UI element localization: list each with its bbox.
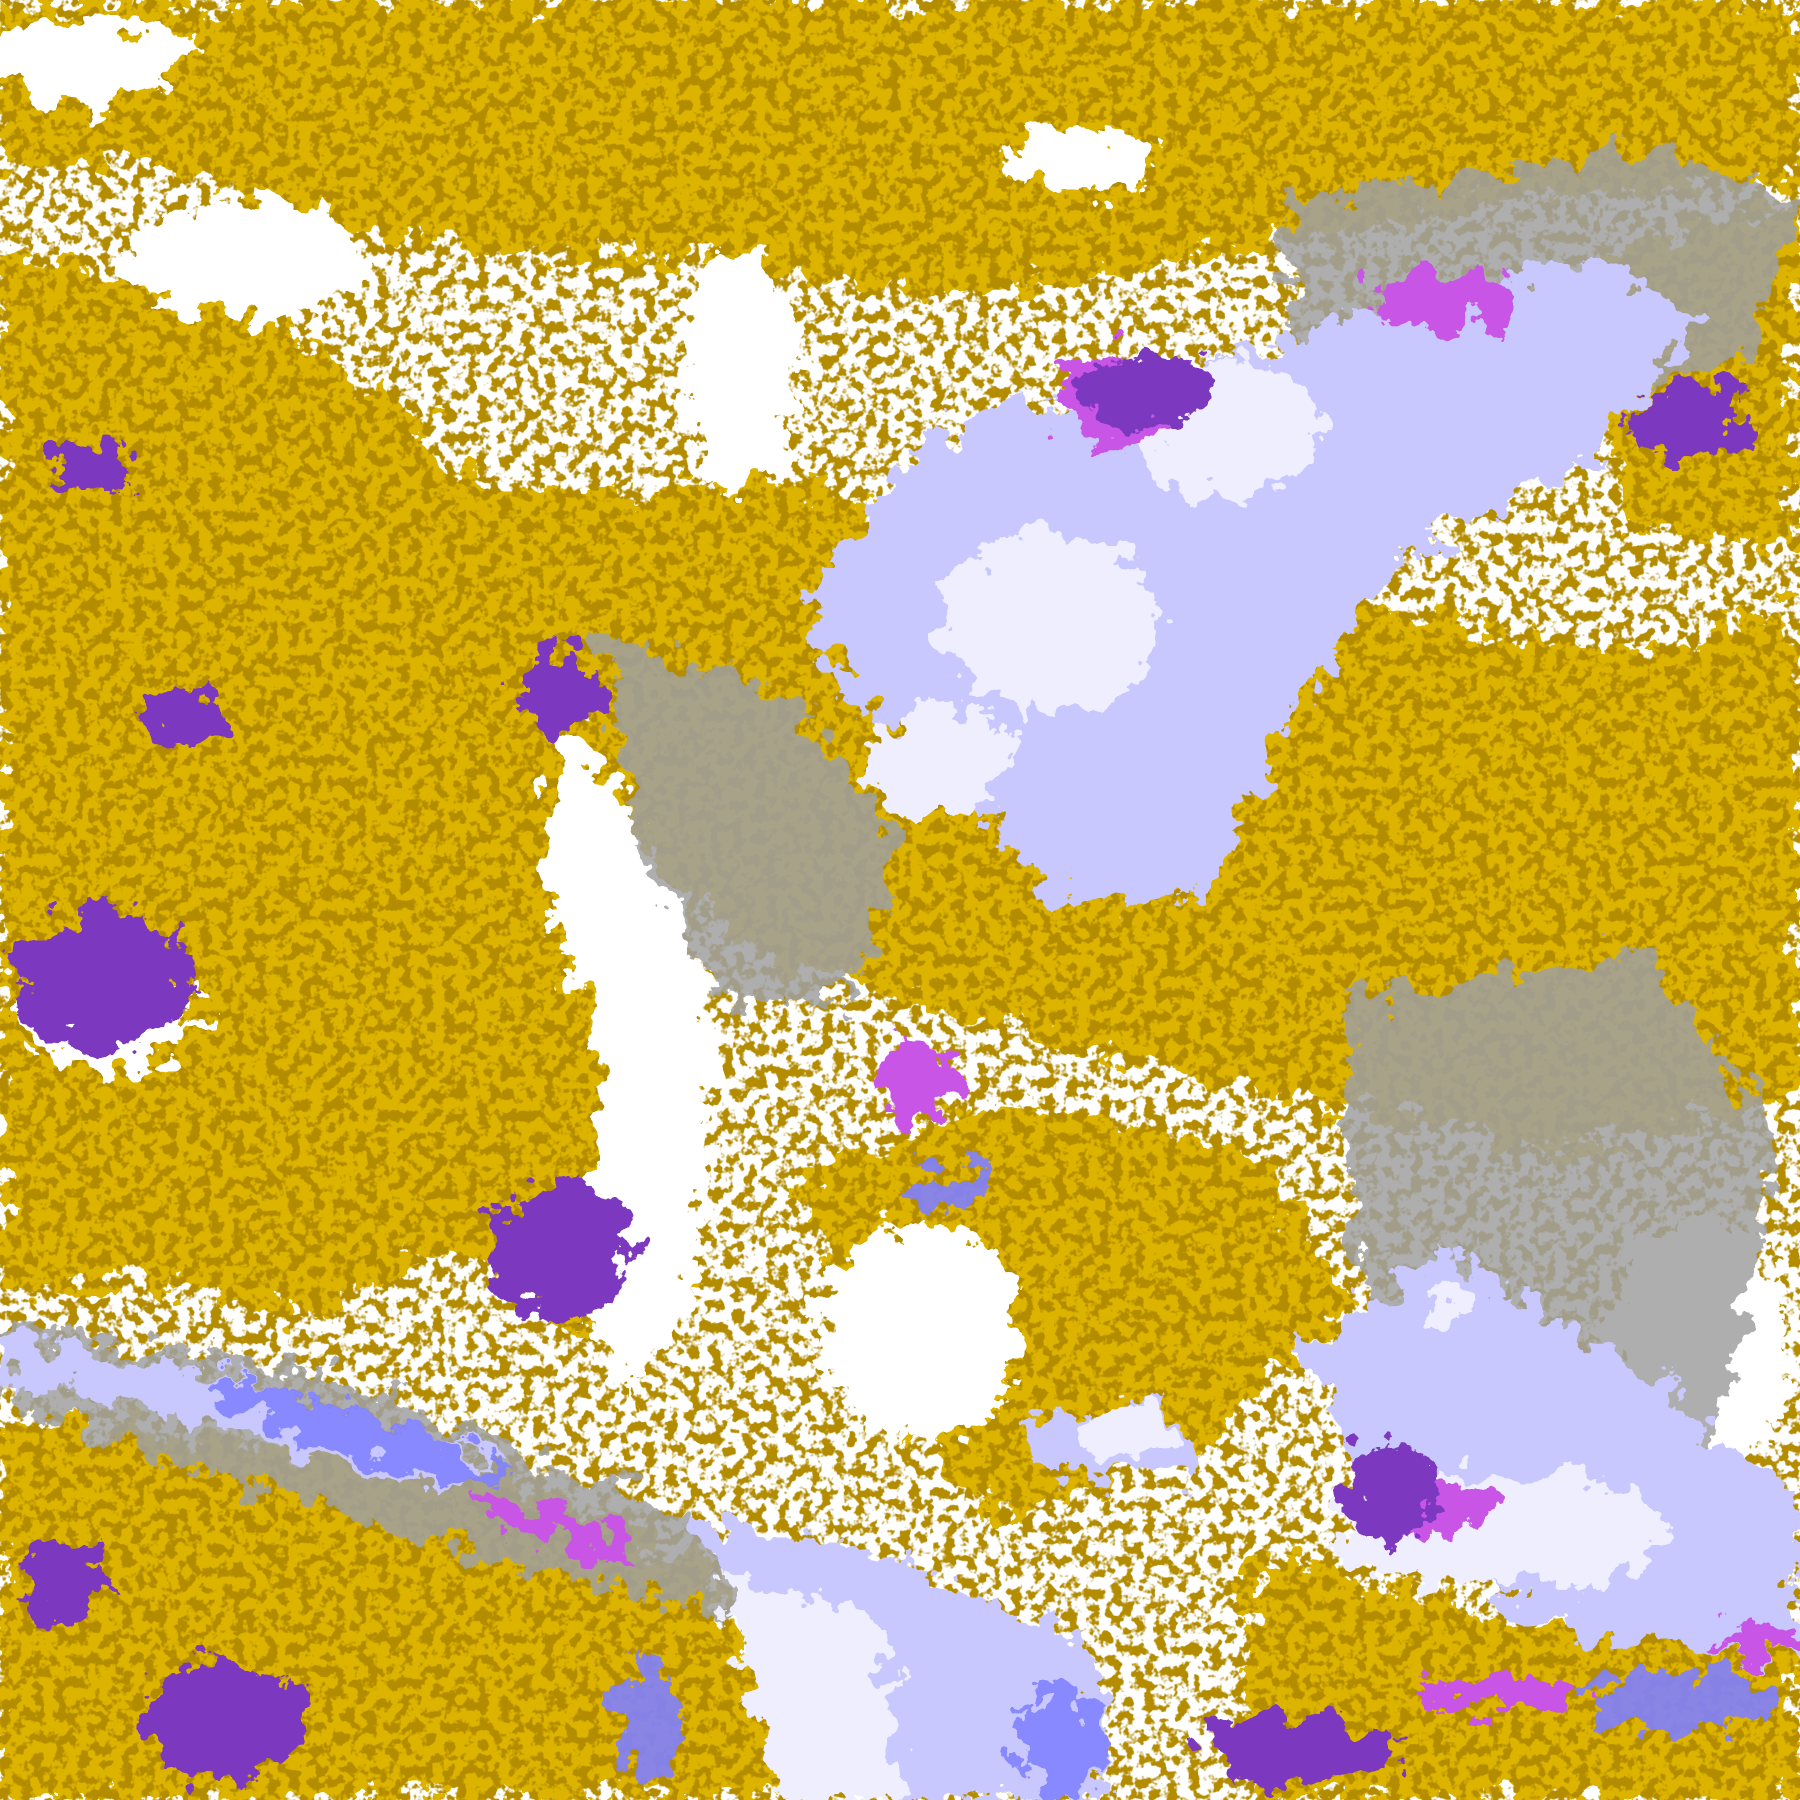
periwinkle-layer bbox=[197, 1170, 1780, 1800]
purple-layer bbox=[10, 350, 1750, 1785]
